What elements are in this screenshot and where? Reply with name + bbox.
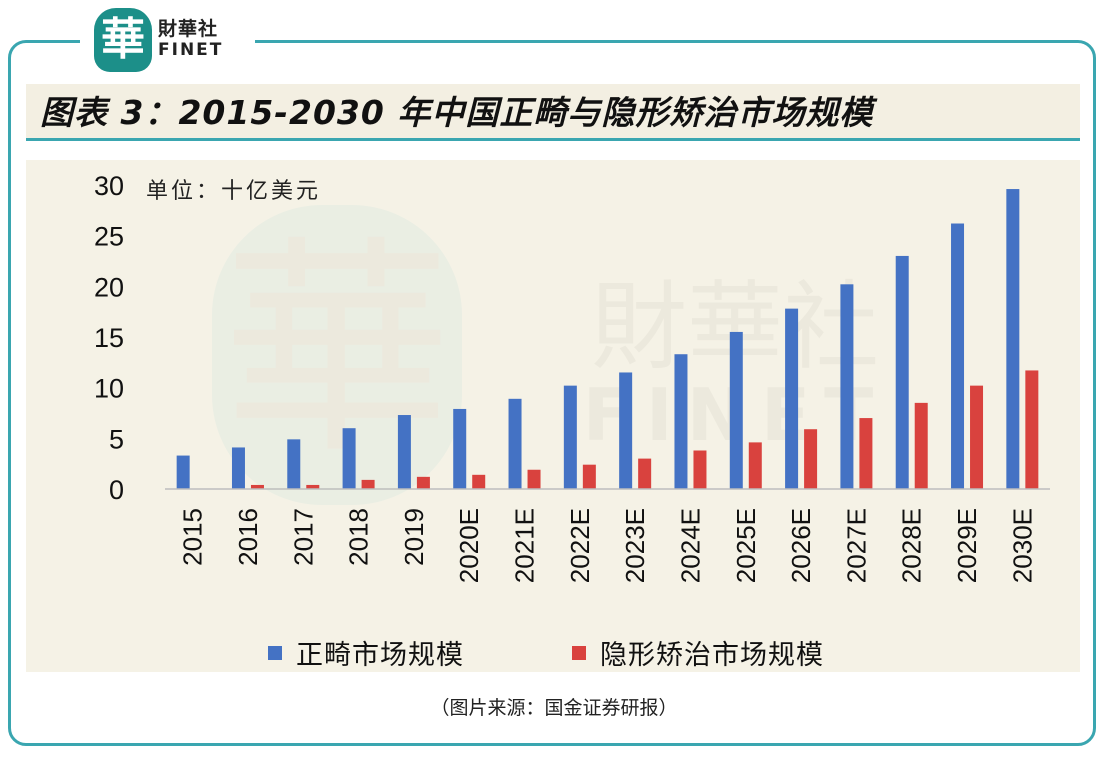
bar-orthodontic-2015 — [176, 455, 190, 489]
y-tick-label: 5 — [109, 424, 124, 454]
x-tick-label: 2028E — [897, 508, 927, 583]
bar-orthodontic-2022E — [563, 385, 577, 489]
bar-orthodontic-2028E — [895, 255, 909, 489]
bar-orthodontic-2029E — [951, 223, 965, 490]
x-tick-label: 2026E — [786, 508, 816, 583]
y-tick-label: 10 — [94, 374, 124, 404]
bar-orthodontic-2027E — [840, 284, 854, 489]
brand-logo-mark: 華 — [94, 8, 152, 72]
legend-swatch — [572, 646, 586, 660]
chart-frame — [8, 40, 1096, 746]
x-tick-label: 2017 — [288, 508, 318, 566]
legend-swatch — [268, 646, 282, 660]
bar-invisible-2024E — [693, 450, 707, 489]
bar-invisible-2027E — [859, 418, 873, 489]
bar-invisible-2029E — [970, 385, 984, 489]
y-tick-label: 30 — [94, 171, 124, 201]
brand-name-en: FINET — [158, 40, 224, 60]
x-tick-label: 2020E — [454, 508, 484, 583]
legend: 正畸市场规模 隐形矫治市场规模 — [268, 640, 824, 671]
bar-invisible-2030E — [1025, 370, 1039, 489]
bar-invisible-2019 — [416, 476, 430, 489]
x-tick-label: 2030E — [1007, 508, 1037, 583]
bar-orthodontic-2030E — [1006, 189, 1020, 489]
bar-invisible-2023E — [638, 458, 652, 489]
bar-orthodontic-2020E — [453, 408, 467, 489]
bar-invisible-2018 — [361, 479, 375, 489]
x-tick-label: 2025E — [731, 508, 761, 583]
bar-invisible-2021E — [527, 469, 541, 489]
title-band — [26, 84, 1080, 138]
brand-logo: 華 財華社 FINET — [80, 2, 255, 74]
bar-orthodontic-2018 — [342, 428, 356, 489]
x-tick-label: 2019 — [399, 508, 429, 566]
brand-name-cn: 財華社 — [158, 18, 219, 40]
bar-orthodontic-2025E — [729, 331, 743, 489]
y-axis: 0 5 10 15 20 25 30 — [94, 171, 124, 505]
bar-orthodontic-2017 — [287, 439, 301, 489]
x-tick-label: 2023E — [620, 508, 650, 583]
x-tick-label: 2021E — [510, 508, 540, 583]
bar-orthodontic-2026E — [785, 308, 799, 489]
x-tick-label: 2027E — [841, 508, 871, 583]
bar-invisible-2022E — [582, 464, 596, 489]
y-tick-label: 20 — [94, 272, 124, 302]
title-divider — [26, 138, 1080, 141]
x-tick-label: 2022E — [565, 508, 595, 583]
x-axis-labels: 2015 2016 2017 2018 2019 2020E 2021E 2022E 2023E… — [178, 508, 1038, 583]
bar-invisible-2020E — [472, 474, 486, 489]
x-tick-label: 2016 — [233, 508, 263, 566]
y-tick-label: 15 — [94, 323, 124, 353]
y-tick-label: 0 — [109, 475, 124, 505]
bar-orthodontic-2023E — [619, 372, 633, 489]
chart-title: 图表 3：2015-2030 年中国正畸与隐形矫治市场规模 — [40, 93, 874, 132]
bar-invisible-2028E — [914, 402, 928, 489]
bar-invisible-2016 — [250, 484, 264, 489]
legend-label: 隐形矫治市场规模 — [600, 640, 824, 671]
bar-invisible-2025E — [748, 442, 762, 489]
source-note: （图片来源：国金证券研报） — [430, 697, 678, 719]
x-tick-label: 2018 — [344, 508, 374, 566]
unit-label: 单位：十亿美元 — [146, 179, 321, 204]
x-tick-label: 2024E — [675, 508, 705, 583]
bar-invisible-2026E — [804, 429, 818, 489]
bar-invisible-2017 — [306, 484, 320, 489]
bar-orthodontic-2021E — [508, 398, 522, 489]
watermark-glyph: 華 — [222, 218, 452, 485]
bar-orthodontic-2016 — [231, 447, 245, 489]
y-tick-label: 25 — [94, 222, 124, 252]
x-tick-label: 2015 — [178, 508, 208, 566]
bars — [176, 189, 1039, 490]
bar-orthodontic-2024E — [674, 354, 688, 489]
bar-orthodontic-2019 — [397, 415, 411, 489]
legend-label: 正畸市场规模 — [296, 640, 464, 671]
x-tick-label: 2029E — [952, 508, 982, 583]
